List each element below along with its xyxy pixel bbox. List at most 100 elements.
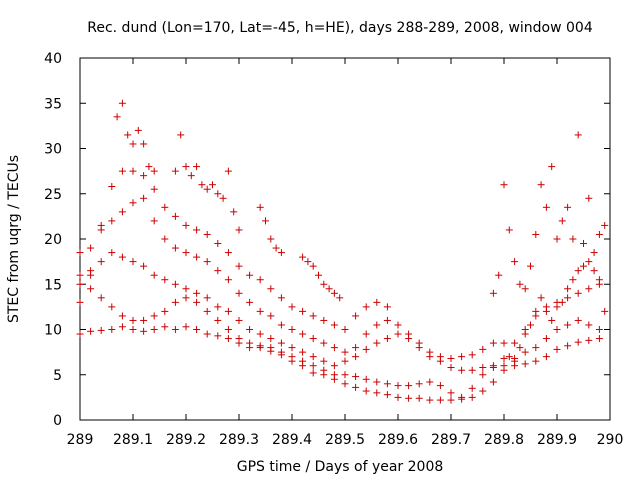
data-point [140,140,148,148]
data-point [203,294,211,302]
data-point [341,348,349,356]
data-point [595,326,603,333]
data-point [330,362,338,370]
data-point [405,394,413,402]
data-point [129,316,137,324]
data-point [299,348,307,356]
data-point [373,389,381,397]
data-point [458,353,466,361]
data-point [182,294,190,302]
data-point [426,348,434,356]
data-point [256,330,264,338]
data-point [203,307,211,315]
data-point [511,339,519,347]
data-point [246,339,254,347]
data-point [553,326,561,333]
data-point [224,307,232,315]
data-point [532,230,540,238]
data-point [87,271,95,279]
x-tick-label: 289.9 [537,432,577,448]
x-tick-label: 289.6 [378,432,418,448]
data-point [118,99,126,107]
data-point [161,323,169,331]
data-point [87,244,95,252]
data-point [505,353,513,361]
data-point [235,262,243,270]
data-point [187,172,195,180]
data-point [299,357,307,365]
data-point [134,126,142,134]
data-point [330,321,338,329]
data-point [489,378,497,386]
data-point [569,276,577,284]
data-point [140,172,148,180]
data-point [468,384,476,392]
data-point [564,294,572,302]
data-point [479,345,487,353]
data-point [129,167,137,175]
data-point [516,280,524,288]
data-point [574,316,582,324]
data-points [76,99,609,404]
data-point [203,330,211,338]
data-point [447,364,455,372]
data-point [198,181,206,189]
data-point [299,253,307,261]
data-point [527,321,534,329]
data-point [516,344,524,352]
data-point [161,203,169,211]
data-point [246,298,254,306]
data-point [299,307,307,315]
data-point [601,221,609,229]
data-point [362,330,370,338]
x-tick-label: 289.8 [484,432,524,448]
data-point [373,321,381,329]
data-point [108,303,116,311]
data-point [500,339,508,347]
data-point [383,335,391,343]
data-point [500,181,508,189]
data-point [601,307,609,315]
data-point [590,267,598,275]
data-point [129,140,137,148]
x-tick-label: 290 [597,432,624,448]
data-point [309,362,317,370]
data-point [267,344,275,352]
data-point [362,303,370,311]
data-point [564,321,572,329]
data-point [394,330,402,338]
data-point [267,335,275,343]
data-point [489,339,497,347]
data-point [521,330,529,338]
data-point [224,167,232,175]
data-point [214,332,222,340]
data-point [235,289,243,297]
data-point [277,249,285,257]
data-point [532,344,540,352]
data-point [150,167,158,175]
data-point [352,353,360,361]
data-point [585,285,593,293]
data-point [383,303,391,311]
data-point [362,375,370,383]
x-axis-title: GPS time / Days of year 2008 [237,459,444,475]
data-point [320,357,328,365]
data-point [585,258,593,266]
data-point [479,371,487,379]
data-point [468,366,476,374]
data-point [590,249,598,257]
data-point [171,212,179,220]
data-point [362,387,370,395]
data-point [288,303,296,311]
data-point [489,362,497,370]
data-point [129,199,137,207]
data-point [309,353,317,361]
data-point [214,240,222,248]
data-point [574,289,582,297]
data-point [341,371,349,379]
data-point [505,226,513,234]
data-point [182,323,190,331]
data-point [580,262,587,270]
data-point [383,316,391,324]
data-point [558,298,566,306]
